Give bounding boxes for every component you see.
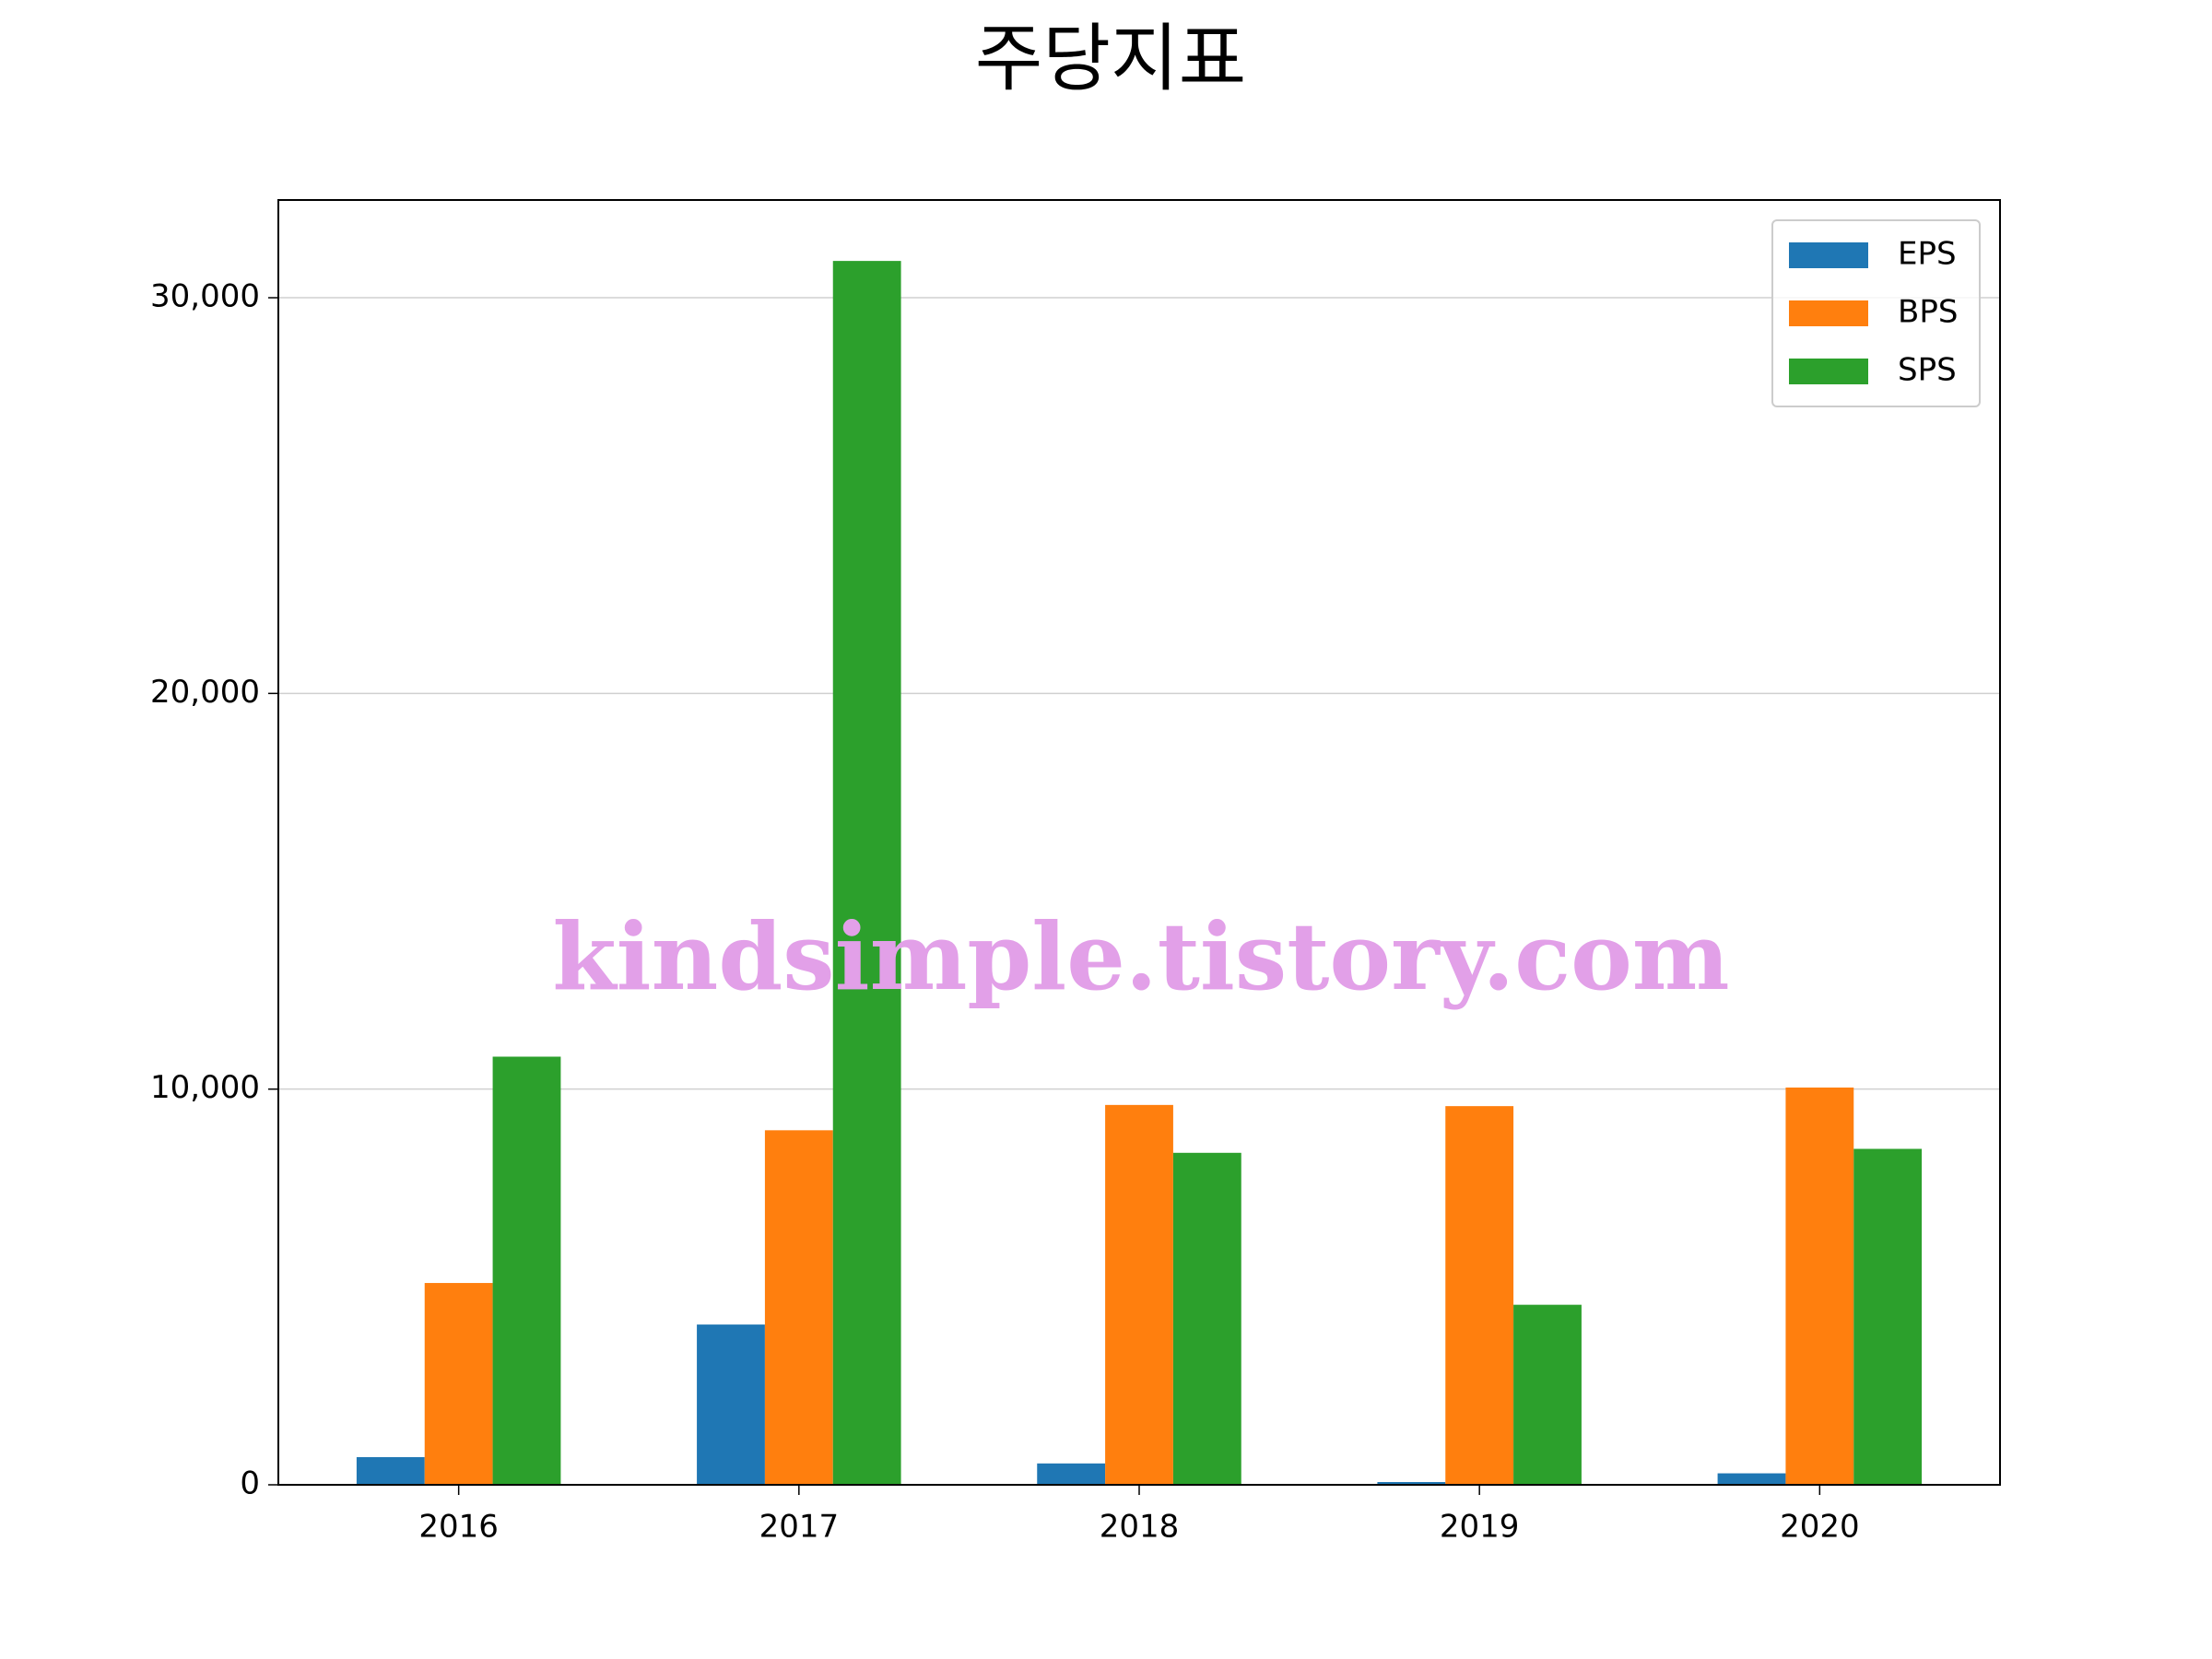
bar xyxy=(1445,1106,1514,1485)
legend: EPS BPS SPS xyxy=(1771,219,1981,407)
y-tick-label: 0 xyxy=(240,1465,260,1502)
bar xyxy=(1513,1304,1582,1485)
bar xyxy=(1172,1152,1241,1485)
legend-swatch xyxy=(1789,242,1868,268)
bar xyxy=(832,261,901,1485)
bar xyxy=(764,1130,833,1485)
legend-swatch xyxy=(1789,300,1868,326)
x-tick-label: 2017 xyxy=(759,1509,840,1546)
bar xyxy=(1785,1087,1854,1485)
plot-frame xyxy=(277,199,2001,1486)
x-tick-label: 2016 xyxy=(418,1509,499,1546)
y-tick-label: 30,000 xyxy=(150,278,260,315)
x-tick-label: 2018 xyxy=(1100,1509,1180,1546)
bar xyxy=(1377,1481,1446,1485)
bar xyxy=(1105,1104,1173,1485)
bar xyxy=(1037,1463,1106,1485)
legend-label: SPS xyxy=(1898,352,1957,389)
chart-title: 주당지표 xyxy=(975,16,1246,101)
watermark: kindsimple.tistory.com xyxy=(552,902,1729,1011)
bar xyxy=(1717,1473,1786,1485)
legend-label: BPS xyxy=(1898,294,1958,331)
bar xyxy=(1853,1148,1923,1485)
bar xyxy=(697,1324,765,1485)
y-tick-label: 20,000 xyxy=(150,674,260,711)
legend-label: EPS xyxy=(1898,236,1957,273)
bar xyxy=(492,1056,561,1485)
bar xyxy=(356,1456,425,1485)
x-tick-label: 2020 xyxy=(1780,1509,1860,1546)
y-tick-label: 10,000 xyxy=(150,1069,260,1106)
x-tick-label: 2019 xyxy=(1440,1509,1520,1546)
bar xyxy=(424,1283,493,1485)
legend-swatch xyxy=(1789,359,1868,384)
